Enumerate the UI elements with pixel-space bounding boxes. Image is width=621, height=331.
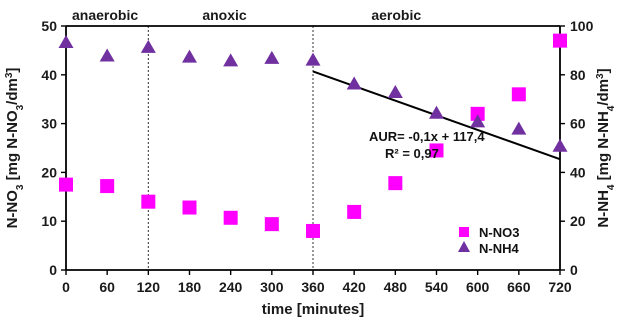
y-right-tick-label: 40 [570,164,586,180]
point-n-nh4 [511,121,527,135]
point-n-no3 [388,176,403,191]
r2-annotation: R² = 0,97 [385,146,439,161]
series-layer [58,33,568,238]
y-left-tick-label: 50 [41,18,57,34]
point-n-no3 [429,143,444,158]
x-axis-title: time [minutes] [262,301,365,318]
point-n-nh4 [99,48,115,62]
legend-marker-nno3 [459,227,469,237]
point-n-nh4 [264,50,280,64]
point-n-nh4 [223,53,239,67]
y-left-tick-label: 0 [49,262,57,278]
legend-label-nno3: N-NO3 [479,225,519,240]
point-n-no3 [553,33,567,48]
point-n-no3 [182,200,197,215]
x-tick-label: 660 [507,279,531,295]
point-n-nh4 [140,39,156,53]
y-right-tick-label: 20 [570,213,586,229]
x-tick-label: 360 [301,279,325,295]
point-n-nh4 [346,76,362,90]
x-tick-label: 180 [178,279,202,295]
annotation-layer: AUR= -0,1x + 117,4 R² = 0,97 [369,129,485,161]
point-n-no3 [306,223,320,238]
x-tick-label: 720 [548,279,572,295]
y-left-axis-title: N-NO3 [mg N-NO3/dm3] [4,68,26,229]
point-n-nh4 [387,85,403,99]
point-n-no3 [264,217,279,232]
phase-layer: anaerobic anoxic aerobic [72,7,421,270]
point-n-nh4 [182,49,197,63]
point-n-no3 [470,106,485,121]
point-n-nh4 [58,35,74,49]
phase-label-aerobic: aerobic [371,7,421,23]
equation-annotation: AUR= -0,1x + 117,4 [369,129,485,144]
axes-layer: 0 60 120 180 240 300 360 420 480 540 600 660 7200102… [4,18,617,318]
x-tick-label: 540 [425,279,449,295]
y-left-tick-label: 30 [41,116,57,132]
point-n-no3 [100,179,115,194]
y-left-tick-label: 40 [41,67,57,83]
y-right-tick-label: 80 [570,67,586,83]
x-tick-label: 420 [342,279,366,295]
phase-label-anoxic: anoxic [202,7,247,23]
x-tick-label: 0 [62,279,70,295]
y-left-tick-label: 10 [41,213,57,229]
x-tick-label: 480 [384,279,408,295]
legend-marker-nnh4 [458,241,470,252]
x-tick-label: 600 [466,279,490,295]
x-tick-label: 240 [219,279,243,295]
phase-label-anaerobic: anaerobic [72,7,138,23]
point-n-no3 [59,177,73,192]
y-right-axis-title: N-NH4 [mg N-NH4/dm3] [595,68,617,227]
point-n-no3 [347,204,362,219]
y-right-tick-label: 60 [570,116,586,132]
point-n-no3 [511,87,526,102]
x-tick-label: 300 [260,279,284,295]
point-n-no3 [141,194,156,209]
point-n-no3 [223,210,238,225]
legend: N-NO3 N-NH4 [458,225,519,256]
x-tick-label: 120 [137,279,161,295]
point-n-nh4 [470,114,486,128]
y-left-tick-label: 20 [41,164,57,180]
point-n-nh4 [552,138,568,152]
point-n-nh4 [305,52,321,66]
y-right-tick-label: 100 [570,18,594,34]
legend-label-nnh4: N-NH4 [479,241,519,256]
y-right-tick-label: 0 [570,262,578,278]
x-tick-label: 60 [99,279,115,295]
point-n-nh4 [429,105,444,119]
